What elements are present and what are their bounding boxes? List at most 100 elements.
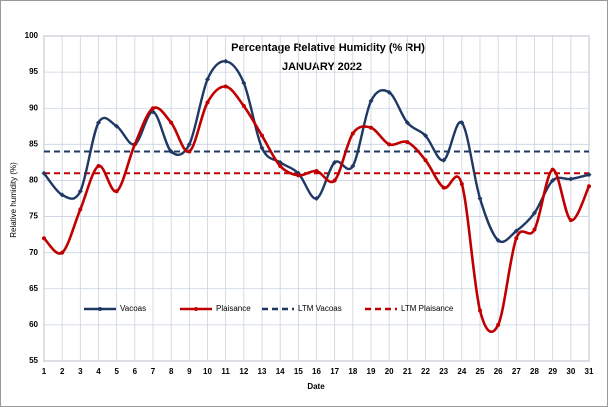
marker xyxy=(514,236,519,241)
marker xyxy=(296,173,301,178)
marker xyxy=(205,100,210,105)
marker xyxy=(532,210,537,216)
marker xyxy=(332,159,338,165)
marker xyxy=(368,98,374,104)
legend-marker xyxy=(194,307,198,311)
x-tick-label: 15 xyxy=(294,367,303,376)
marker xyxy=(223,84,228,89)
marker xyxy=(568,218,573,223)
x-tick-label: 20 xyxy=(385,367,394,376)
x-tick-label: 1 xyxy=(42,367,47,376)
marker xyxy=(587,184,591,189)
marker xyxy=(332,178,337,183)
marker xyxy=(186,141,192,147)
x-tick-label: 10 xyxy=(203,367,212,376)
y-tick-label: 95 xyxy=(29,67,38,76)
x-tick-label: 29 xyxy=(548,367,557,376)
marker xyxy=(423,158,428,163)
marker xyxy=(41,170,47,176)
marker xyxy=(423,133,428,139)
y-tick-label: 65 xyxy=(29,284,38,293)
marker xyxy=(441,157,447,163)
marker xyxy=(532,227,537,232)
y-tick-label: 60 xyxy=(29,320,38,329)
x-tick-label: 11 xyxy=(221,367,230,376)
marker xyxy=(223,58,229,64)
marker xyxy=(386,89,392,95)
marker xyxy=(169,120,174,125)
marker xyxy=(259,145,265,151)
marker xyxy=(513,228,519,234)
x-tick-label: 21 xyxy=(403,367,412,376)
marker xyxy=(114,189,119,194)
x-tick-label: 16 xyxy=(312,367,321,376)
x-tick-label: 19 xyxy=(367,367,376,376)
marker xyxy=(550,167,555,172)
legend-marker xyxy=(98,307,102,311)
marker xyxy=(132,142,137,147)
x-tick-label: 27 xyxy=(512,367,521,376)
x-tick-label: 9 xyxy=(187,367,192,376)
x-tick-label: 28 xyxy=(530,367,539,376)
marker xyxy=(96,164,101,168)
y-tick-label: 75 xyxy=(29,212,38,221)
marker xyxy=(59,192,65,198)
marker xyxy=(459,182,464,187)
marker xyxy=(260,133,264,138)
chart-title: Percentage Relative Humidity (% RH) xyxy=(231,42,425,54)
marker xyxy=(369,125,373,130)
x-tick-label: 6 xyxy=(133,367,138,376)
marker xyxy=(241,80,247,86)
marker xyxy=(495,237,501,243)
legend-label: LTM Plaisance xyxy=(401,304,454,313)
y-tick-label: 55 xyxy=(29,356,38,365)
x-tick-label: 30 xyxy=(566,367,575,376)
marker xyxy=(586,172,592,178)
x-tick-label: 12 xyxy=(239,367,248,376)
x-tick-label: 26 xyxy=(494,367,503,376)
marker xyxy=(387,142,392,147)
x-tick-label: 7 xyxy=(151,367,156,376)
marker xyxy=(187,149,192,154)
legend-label: Plaisance xyxy=(216,304,251,313)
x-tick-label: 14 xyxy=(276,367,285,376)
marker xyxy=(350,131,355,136)
x-tick-label: 5 xyxy=(114,367,119,376)
marker xyxy=(314,196,319,201)
marker xyxy=(478,308,482,313)
marker xyxy=(405,140,410,145)
x-tick-label: 22 xyxy=(421,367,430,376)
marker xyxy=(77,188,83,194)
marker xyxy=(205,76,210,82)
x-axis-label: Date xyxy=(307,382,325,391)
marker xyxy=(278,164,283,168)
marker xyxy=(314,169,319,174)
legend-label: Vacoas xyxy=(120,304,146,313)
marker xyxy=(550,177,556,183)
x-tick-label: 24 xyxy=(457,367,466,376)
y-tick-label: 85 xyxy=(29,139,38,148)
x-tick-label: 17 xyxy=(330,367,339,376)
x-tick-label: 18 xyxy=(348,367,357,376)
marker xyxy=(96,120,101,126)
marker xyxy=(496,322,501,327)
chart-subtitle: JANUARY 2022 xyxy=(282,61,362,73)
y-axis-label: Relative humidity (%) xyxy=(9,162,18,238)
y-tick-label: 90 xyxy=(29,103,38,112)
marker xyxy=(60,250,65,255)
marker xyxy=(350,163,356,169)
marker xyxy=(441,185,446,190)
marker xyxy=(404,120,410,126)
x-tick-label: 8 xyxy=(169,367,174,376)
marker xyxy=(114,123,120,129)
legend-label: LTM Vacoas xyxy=(298,304,342,313)
y-tick-label: 100 xyxy=(25,31,39,40)
marker xyxy=(241,104,246,109)
x-tick-label: 23 xyxy=(439,367,448,376)
y-tick-label: 70 xyxy=(29,248,38,257)
marker xyxy=(168,149,174,155)
x-tick-label: 3 xyxy=(78,367,83,376)
marker xyxy=(78,207,83,212)
x-tick-label: 2 xyxy=(60,367,65,376)
